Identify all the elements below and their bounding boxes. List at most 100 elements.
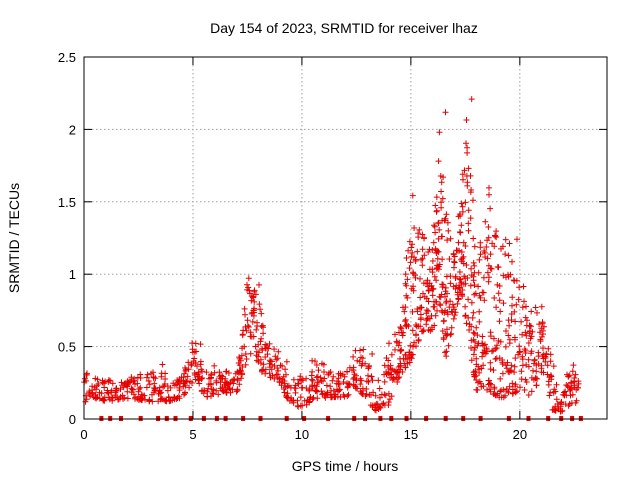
data-point xyxy=(528,388,535,395)
data-point xyxy=(385,399,392,406)
data-point xyxy=(514,236,520,243)
data-point xyxy=(533,382,540,389)
data-point xyxy=(247,350,254,357)
data-point xyxy=(467,172,474,179)
data-point xyxy=(438,307,445,314)
data-point xyxy=(256,281,262,288)
data-point xyxy=(445,227,452,234)
data-point xyxy=(506,340,513,347)
data-point xyxy=(128,376,135,383)
data-point xyxy=(498,245,504,252)
data-point xyxy=(564,371,570,378)
data-point xyxy=(161,381,168,387)
data-point xyxy=(443,348,450,355)
data-point xyxy=(466,321,473,328)
data-point xyxy=(407,342,414,349)
data-point xyxy=(416,226,423,233)
data-point xyxy=(437,302,444,309)
data-point xyxy=(292,389,299,396)
data-point xyxy=(491,335,497,342)
data-point xyxy=(425,327,432,333)
data-point xyxy=(386,340,392,347)
data-point xyxy=(523,332,530,339)
data-point xyxy=(251,287,258,294)
data-point xyxy=(446,256,453,262)
data-point xyxy=(461,167,468,174)
data-point xyxy=(475,283,482,290)
data-point xyxy=(245,284,252,291)
data-point xyxy=(491,385,498,392)
data-point xyxy=(430,303,437,310)
data-point xyxy=(528,308,535,315)
data-point xyxy=(136,386,143,392)
data-point xyxy=(522,314,529,321)
data-point xyxy=(502,343,509,350)
data-point xyxy=(518,376,525,383)
data-point xyxy=(196,380,203,387)
data-point xyxy=(368,373,375,380)
data-point xyxy=(258,323,265,330)
data-point xyxy=(517,348,523,355)
data-point xyxy=(184,373,191,380)
data-point xyxy=(507,271,514,278)
data-point xyxy=(487,380,493,387)
data-point xyxy=(451,306,458,313)
data-point xyxy=(484,386,490,393)
data-point xyxy=(290,399,297,406)
data-point xyxy=(223,368,229,375)
plot-frame xyxy=(83,56,608,420)
data-point xyxy=(350,376,357,382)
data-point xyxy=(521,387,528,393)
data-point xyxy=(533,362,540,369)
chart-title: Day 154 of 2023, SRMTID for receiver lha… xyxy=(210,20,478,36)
data-point xyxy=(458,249,465,255)
data-point xyxy=(351,371,358,378)
data-point xyxy=(397,324,404,331)
data-point xyxy=(417,323,424,330)
data-point xyxy=(454,247,461,254)
data-point xyxy=(242,311,248,318)
data-point xyxy=(476,369,483,376)
data-point xyxy=(262,366,269,373)
data-point xyxy=(545,381,552,388)
data-point xyxy=(438,179,445,186)
data-point xyxy=(468,299,475,306)
data-point xyxy=(558,399,564,406)
data-point xyxy=(89,390,96,397)
data-point xyxy=(518,318,525,325)
data-point xyxy=(255,353,262,360)
data-point xyxy=(459,208,466,215)
data-point xyxy=(415,337,422,344)
data-point xyxy=(509,302,515,309)
data-point xyxy=(239,364,246,370)
data-point xyxy=(566,372,573,379)
data-point xyxy=(506,383,513,390)
data-point xyxy=(99,377,106,384)
data-point xyxy=(257,356,264,363)
data-point xyxy=(283,358,290,365)
data-point xyxy=(124,383,131,390)
data-point xyxy=(375,377,382,384)
data-point xyxy=(521,298,527,305)
data-point xyxy=(328,387,335,394)
y-tick-label: 2 xyxy=(69,122,76,137)
data-point xyxy=(365,372,371,379)
data-point xyxy=(492,233,499,240)
data-point xyxy=(471,243,478,250)
data-point xyxy=(529,328,536,335)
data-point xyxy=(398,329,405,336)
data-point xyxy=(478,380,484,387)
data-point xyxy=(538,369,545,376)
data-point xyxy=(518,368,525,375)
data-point xyxy=(247,290,253,297)
data-point xyxy=(117,386,124,393)
data-point xyxy=(258,368,265,375)
data-point xyxy=(373,400,380,407)
data-point xyxy=(403,323,410,330)
data-point xyxy=(192,340,199,347)
data-point xyxy=(253,326,260,333)
data-point xyxy=(397,348,404,354)
data-point xyxy=(546,374,553,381)
data-point xyxy=(404,294,411,301)
